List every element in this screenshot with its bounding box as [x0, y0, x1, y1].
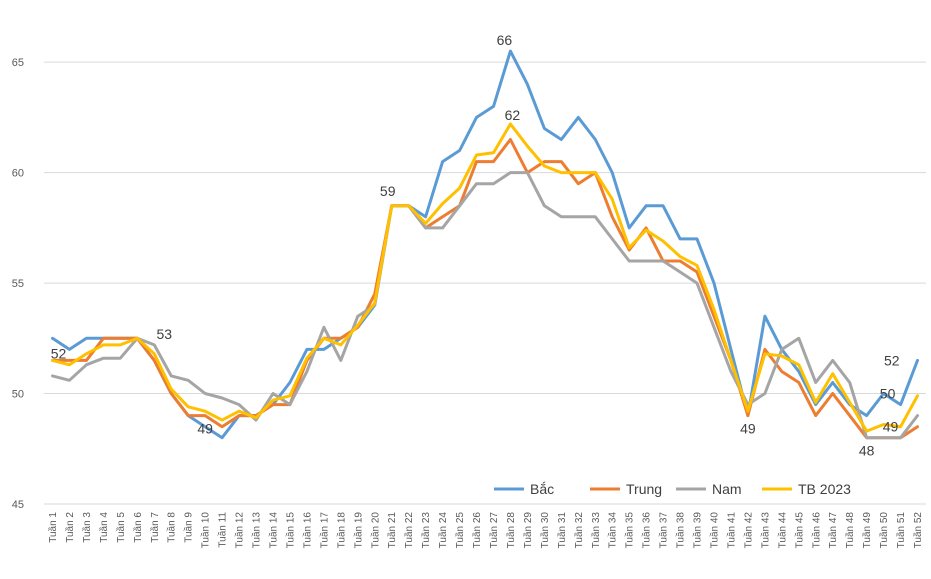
data-label: 52 [51, 345, 67, 361]
x-tick-label: Tuần 2 [64, 512, 76, 543]
x-tick-label: Tuần 25 [454, 512, 466, 549]
data-label: 49 [883, 419, 899, 435]
x-tick-label: Tuần 52 [912, 512, 924, 549]
x-tick-label: Tuần 50 [878, 512, 890, 549]
x-tick-label: Tuần 34 [607, 512, 619, 549]
x-tick-label: Tuần 6 [132, 512, 144, 543]
legend-label-2: Nam [712, 481, 742, 497]
data-label: 48 [859, 443, 875, 459]
legend-label-1: Trung [626, 481, 662, 497]
x-tick-label: Tuần 17 [318, 512, 330, 549]
y-axis: 45 50 55 60 65 [12, 57, 24, 511]
series-line-3 [51, 122, 919, 433]
data-label: 62 [505, 107, 521, 123]
gridlines [44, 61, 926, 505]
y-tick-label: 60 [12, 168, 24, 180]
legend-label-0: Bắc [530, 481, 554, 497]
data-label: 66 [497, 32, 513, 48]
x-tick-label: Tuần 24 [437, 512, 449, 549]
x-tick-label: Tuần 11 [217, 512, 229, 548]
x-tick-label: Tuần 38 [675, 512, 687, 549]
x-tick-label: Tuần 39 [692, 512, 704, 549]
legend: Bắc Trung Nam TB 2023 [494, 481, 851, 497]
x-tick-label: Tuần 4 [98, 512, 110, 543]
x-tick-label: Tuần 12 [234, 512, 246, 549]
x-tick-label: Tuần 43 [759, 512, 771, 549]
x-tick-label: Tuần 22 [403, 512, 415, 549]
x-tick-label: Tuần 21 [386, 512, 398, 549]
series-line-0 [51, 49, 919, 440]
x-tick-label: Tuần 31 [556, 512, 568, 549]
data-label: 49 [197, 421, 213, 437]
x-tick-label: Tuần 7 [149, 512, 161, 543]
legend-label-3: TB 2023 [798, 481, 851, 497]
x-tick-label: Tuần 20 [369, 512, 381, 549]
data-label: 53 [156, 326, 172, 342]
y-tick-label: 45 [12, 499, 24, 511]
series-line-1 [51, 138, 919, 440]
series-line-2 [51, 171, 919, 440]
x-tick-label: Tuần 8 [166, 512, 178, 543]
x-tick-label: Tuần 32 [573, 512, 585, 549]
x-tick-label: Tuần 51 [895, 512, 907, 549]
x-tick-label: Tuần 47 [827, 512, 839, 549]
x-tick-label: Tuần 37 [658, 512, 670, 549]
x-tick-label: Tuần 40 [708, 512, 720, 549]
x-tick-label: Tuần 14 [267, 512, 279, 549]
x-tick-label: Tuần 29 [522, 512, 534, 549]
x-tick-label: Tuần 44 [776, 512, 788, 549]
x-tick-label: Tuần 41 [725, 512, 737, 549]
series-lines [51, 49, 919, 440]
x-tick-label: Tuần 1 [47, 512, 59, 543]
x-tick-label: Tuần 42 [742, 512, 754, 549]
x-tick-label: Tuần 3 [81, 512, 93, 543]
x-tick-label: Tuần 10 [200, 512, 212, 549]
x-tick-label: Tuần 28 [505, 512, 517, 549]
x-tick-label: Tuần 33 [590, 512, 602, 549]
x-tick-label: Tuần 35 [624, 512, 636, 549]
y-tick-label: 65 [12, 57, 24, 69]
x-tick-label: Tuần 27 [488, 512, 500, 549]
x-axis: Tuần 1 Tuần 2 Tuần 3 Tuần 4 Tuần 5 Tuần 6 Tuần… [47, 512, 924, 549]
x-tick-label: Tuần 15 [284, 512, 296, 549]
x-tick-label: Tuần 16 [301, 512, 313, 549]
data-labels: 52 53 49 59 66 62 49 48 52 50 49 [51, 32, 900, 459]
data-label: 50 [880, 386, 896, 402]
x-tick-label: Tuần 19 [352, 512, 364, 549]
x-tick-label: Tuần 23 [420, 512, 432, 549]
y-tick-label: 50 [12, 389, 24, 401]
data-label: 59 [380, 183, 396, 199]
data-label: 52 [884, 352, 900, 368]
data-label: 49 [740, 421, 756, 437]
x-tick-label: Tuần 46 [810, 512, 822, 549]
x-tick-label: Tuần 30 [539, 512, 551, 549]
x-tick-label: Tuần 48 [844, 512, 856, 549]
x-tick-label: Tuần 45 [793, 512, 805, 549]
x-tick-label: Tuần 18 [335, 512, 347, 549]
x-tick-label: Tuần 13 [251, 512, 263, 549]
x-tick-label: Tuần 9 [183, 512, 195, 543]
x-tick-label: Tuần 26 [471, 512, 483, 549]
x-tick-label: Tuần 36 [641, 512, 653, 549]
y-tick-label: 55 [12, 278, 24, 290]
x-tick-label: Tuần 5 [115, 512, 127, 543]
x-tick-label: Tuần 49 [861, 512, 873, 549]
